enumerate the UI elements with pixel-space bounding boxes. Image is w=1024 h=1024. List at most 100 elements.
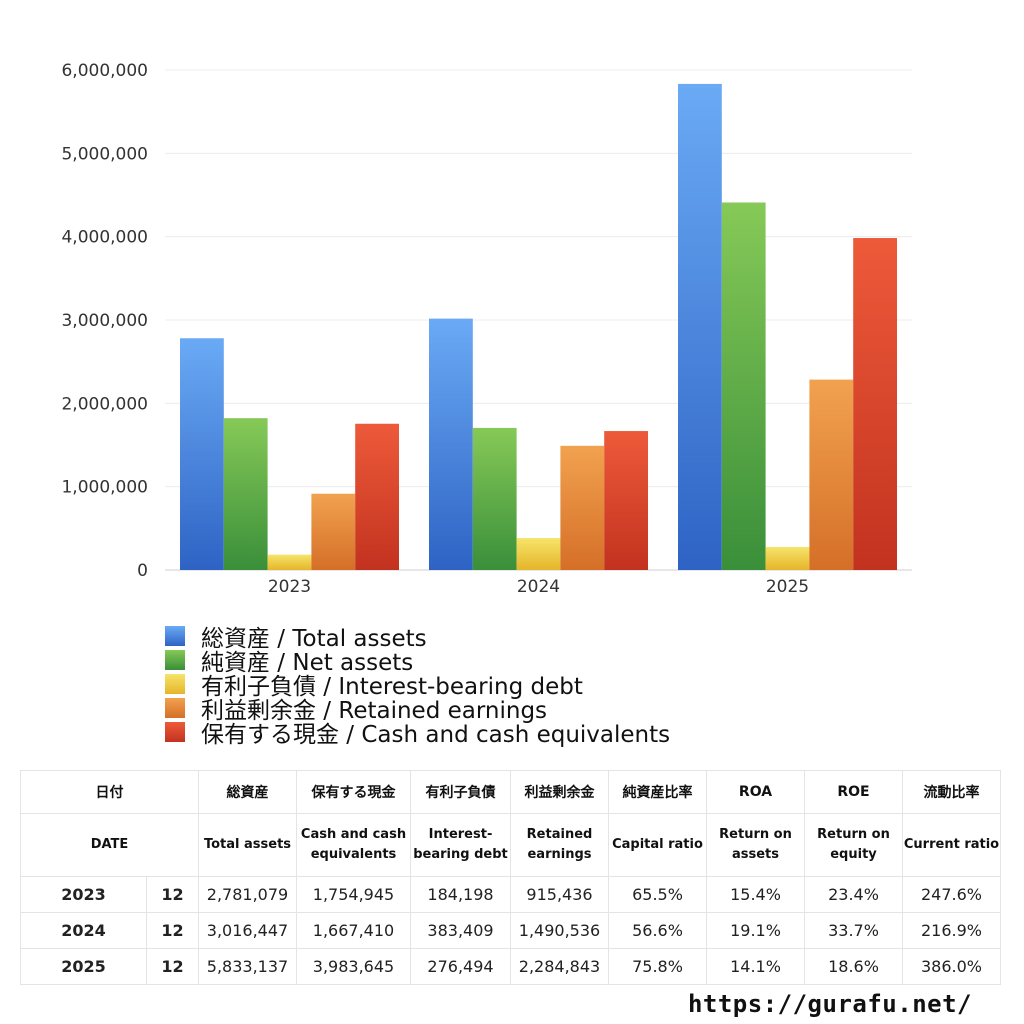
bar (355, 423, 399, 570)
table-cell: 216.9% (902, 912, 1001, 949)
x-tick-label: 2024 (517, 577, 560, 597)
legend-swatch (165, 722, 185, 742)
table-row: 2023 12 2,781,079 1,754,945 184,198 915,436 65… (20, 876, 1001, 913)
financial-summary-table: 日付 総資産 保有する現金 有利子負債 利益剰余金 純資産比率 ROA ROE … (20, 770, 1001, 985)
y-tick-label: 5,000,000 (61, 144, 148, 164)
header-total-assets-en: Total assets (198, 813, 297, 877)
legend-item: 利益剰余金 / Retained earnings (165, 696, 670, 724)
y-tick-label: 2,000,000 (61, 394, 148, 414)
table-cell: 1,667,410 (296, 912, 411, 949)
legend-label: 保有する現金 / Cash and cash equivalents (201, 722, 671, 748)
table-cell: 184,198 (410, 876, 511, 913)
legend-swatch (165, 626, 185, 646)
y-tick-label: 1,000,000 (61, 478, 148, 498)
table-cell: 23.4% (804, 876, 903, 913)
row-year: 2024 (20, 912, 147, 949)
table-cell: 14.1% (706, 948, 805, 985)
table-cell: 2,284,843 (510, 948, 609, 985)
header-cash-en: Cash and cash equivalents (296, 813, 411, 877)
header-debt-ja: 有利子負債 (410, 770, 511, 814)
row-month: 12 (146, 948, 199, 985)
legend-item: 純資産 / Net assets (165, 648, 670, 676)
bar (311, 493, 356, 570)
grid (165, 69, 912, 571)
header-date-ja: 日付 (20, 770, 199, 814)
legend-swatch (165, 650, 185, 670)
bar (429, 318, 473, 570)
legend-item: 総資産 / Total assets (165, 624, 670, 652)
legend-swatch (165, 698, 185, 718)
table-cell: 19.1% (706, 912, 805, 949)
table-cell: 56.6% (608, 912, 707, 949)
bar (560, 445, 605, 570)
header-retained-en: Retained earnings (510, 813, 609, 877)
legend-label: 総資産 / Total assets (201, 626, 427, 652)
y-tick-label: 3,000,000 (61, 311, 148, 331)
bar (516, 538, 561, 570)
legend-item: 保有する現金 / Cash and cash equivalents (165, 720, 670, 748)
legend-label: 有利子負債 / Interest-bearing debt (201, 674, 583, 700)
y-tick-label: 6,000,000 (61, 61, 148, 81)
bars (180, 83, 897, 571)
table-header-ja: 日付 総資産 保有する現金 有利子負債 利益剰余金 純資産比率 ROA ROE … (20, 770, 1001, 814)
legend-label: 利益剰余金 / Retained earnings (201, 698, 548, 724)
header-date-en: DATE (20, 813, 199, 877)
bar (853, 238, 897, 570)
bar (678, 83, 722, 571)
table-cell: 33.7% (804, 912, 903, 949)
table-cell: 386.0% (902, 948, 1001, 985)
chart-legend: 総資産 / Total assets 純資産 / Net assets 有利子負債 … (165, 624, 670, 748)
header-current-ratio-en: Current ratio (902, 813, 1001, 877)
table-cell: 5,833,137 (198, 948, 297, 985)
table-row: 2024 12 3,016,447 1,667,410 383,409 1,490,536… (20, 912, 1001, 949)
table-cell: 15.4% (706, 876, 805, 913)
bar (604, 431, 648, 570)
y-tick-label: 4,000,000 (61, 228, 148, 248)
legend-label: 純資産 / Net assets (201, 650, 414, 676)
header-capital-ratio-en: Capital ratio (608, 813, 707, 877)
row-month: 12 (146, 912, 199, 949)
table-cell: 1,490,536 (510, 912, 609, 949)
table-header-en: DATE Total assets Cash and cash equivale… (20, 813, 1001, 877)
table-cell: 2,781,079 (198, 876, 297, 913)
table-cell: 247.6% (902, 876, 1001, 913)
header-total-assets-ja: 総資産 (198, 770, 297, 814)
table-cell: 18.6% (804, 948, 903, 985)
table-cell: 1,754,945 (296, 876, 411, 913)
row-year: 2025 (20, 948, 147, 985)
bar (472, 427, 517, 570)
header-roa-en: Return on assets (706, 813, 805, 877)
x-tick-label: 2023 (268, 577, 311, 597)
header-cash-ja: 保有する現金 (296, 770, 411, 814)
legend-item: 有利子負債 / Interest-bearing debt (165, 672, 670, 700)
bar (765, 546, 810, 570)
header-retained-ja: 利益剰余金 (510, 770, 609, 814)
table-cell: 3,016,447 (198, 912, 297, 949)
bar (809, 379, 854, 570)
table-cell: 75.8% (608, 948, 707, 985)
bar (223, 418, 268, 570)
table-cell: 65.5% (608, 876, 707, 913)
x-tick-label: 2025 (766, 577, 809, 597)
table-row: 2025 12 5,833,137 3,983,645 276,494 2,284,843… (20, 948, 1001, 985)
header-debt-en: Interest-bearing debt (410, 813, 511, 877)
bar (180, 338, 224, 570)
row-month: 12 (146, 876, 199, 913)
table-cell: 276,494 (410, 948, 511, 985)
table-cell: 383,409 (410, 912, 511, 949)
bar (267, 554, 312, 570)
header-roa: ROA (706, 770, 805, 814)
y-tick-label: 0 (137, 561, 148, 581)
legend-swatch (165, 674, 185, 694)
row-year: 2023 (20, 876, 147, 913)
axes: 0 1,000,000 2,000,000 3,000,000 4,000,000 5,0… (61, 61, 809, 597)
header-roe: ROE (804, 770, 903, 814)
header-current-ratio-ja: 流動比率 (902, 770, 1001, 814)
header-roe-en: Return on equity (804, 813, 903, 877)
header-capital-ratio-ja: 純資産比率 (608, 770, 707, 814)
table-cell: 915,436 (510, 876, 609, 913)
bar (721, 202, 766, 570)
bar-chart: 0 1,000,000 2,000,000 3,000,000 4,000,000 5,0… (61, 61, 912, 597)
site-url: https://gurafu.net/ (687, 990, 972, 1018)
table-cell: 3,983,645 (296, 948, 411, 985)
